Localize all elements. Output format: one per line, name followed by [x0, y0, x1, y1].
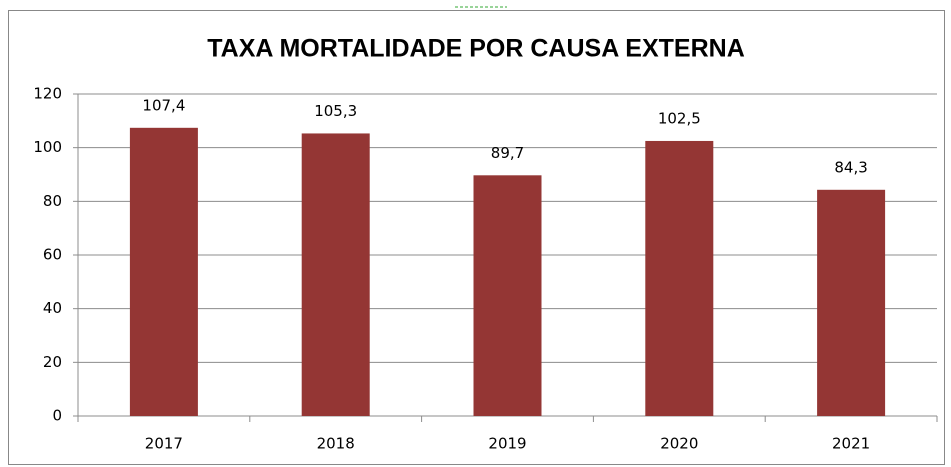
y-tick-label: 20 — [43, 353, 62, 371]
y-tick-label: 40 — [43, 299, 62, 317]
y-tick-label: 80 — [43, 192, 62, 210]
y-tick-label: 0 — [52, 407, 62, 425]
x-tick-label: 2017 — [145, 435, 183, 453]
y-tick-label: 60 — [43, 246, 62, 264]
data-label: 102,5 — [658, 109, 701, 127]
data-label: 89,7 — [491, 144, 524, 162]
bar — [301, 133, 370, 416]
x-tick-label: 2020 — [660, 435, 698, 453]
chart-title: TAXA MORTALIDADE POR CAUSA EXTERNA — [207, 35, 745, 63]
x-tick-label: 2019 — [488, 435, 526, 453]
bar — [473, 175, 542, 416]
bar — [817, 189, 886, 416]
x-tick-label: 2018 — [317, 435, 355, 453]
y-tick-label: 120 — [33, 85, 62, 103]
bar — [129, 127, 198, 416]
data-label: 105,3 — [314, 102, 357, 120]
y-tick-label: 100 — [33, 138, 62, 156]
data-label: 107,4 — [142, 96, 185, 114]
data-label: 84,3 — [834, 158, 867, 176]
x-tick-label: 2021 — [832, 435, 870, 453]
bar — [645, 140, 714, 417]
